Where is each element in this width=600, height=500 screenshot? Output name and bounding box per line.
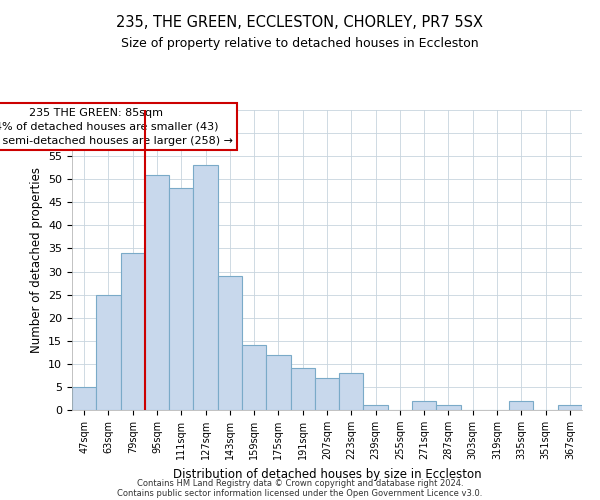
Bar xyxy=(96,294,121,410)
Text: 235 THE GREEN: 85sqm
← 14% of detached houses are smaller (43)
85% of semi-detac: 235 THE GREEN: 85sqm ← 14% of detached h… xyxy=(0,108,233,146)
Bar xyxy=(121,253,145,410)
Bar xyxy=(72,387,96,410)
Text: Size of property relative to detached houses in Eccleston: Size of property relative to detached ho… xyxy=(121,38,479,51)
Bar xyxy=(509,401,533,410)
Bar xyxy=(364,406,388,410)
X-axis label: Distribution of detached houses by size in Eccleston: Distribution of detached houses by size … xyxy=(173,468,481,480)
Bar xyxy=(169,188,193,410)
Bar xyxy=(218,276,242,410)
Bar xyxy=(193,166,218,410)
Bar xyxy=(436,406,461,410)
Bar xyxy=(266,354,290,410)
Bar xyxy=(558,406,582,410)
Text: Contains public sector information licensed under the Open Government Licence v3: Contains public sector information licen… xyxy=(118,488,482,498)
Bar xyxy=(242,346,266,410)
Text: Contains HM Land Registry data © Crown copyright and database right 2024.: Contains HM Land Registry data © Crown c… xyxy=(137,478,463,488)
Bar xyxy=(339,373,364,410)
Y-axis label: Number of detached properties: Number of detached properties xyxy=(29,167,43,353)
Text: 235, THE GREEN, ECCLESTON, CHORLEY, PR7 5SX: 235, THE GREEN, ECCLESTON, CHORLEY, PR7 … xyxy=(116,15,484,30)
Bar xyxy=(290,368,315,410)
Bar xyxy=(412,401,436,410)
Bar xyxy=(145,174,169,410)
Bar xyxy=(315,378,339,410)
